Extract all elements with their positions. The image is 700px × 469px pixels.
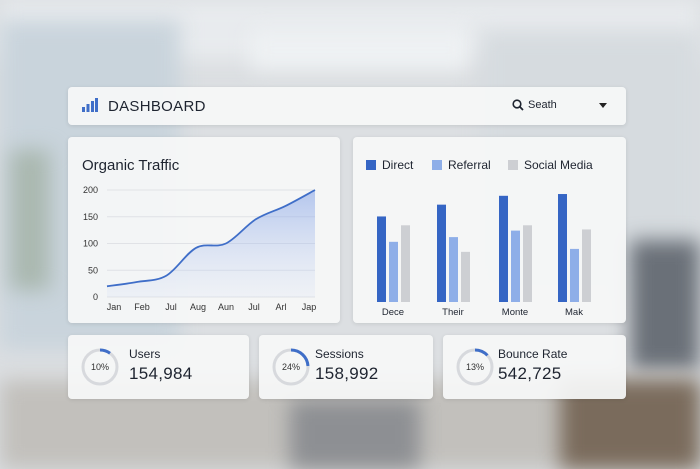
- legend-swatch: [508, 160, 518, 170]
- x-tick-label: Aug: [190, 302, 206, 312]
- progress-ring: [456, 348, 494, 386]
- bar-chart-icon: [82, 98, 98, 112]
- ring-progress: [81, 348, 119, 386]
- legend-label: Referral: [448, 158, 491, 172]
- traffic-line: [106, 189, 316, 288]
- stat-value: 542,725: [498, 364, 562, 383]
- bar: [389, 241, 398, 302]
- ring-progress: [456, 348, 494, 386]
- users-stat-card: 10% Users 154,984: [68, 335, 249, 399]
- x-tick-label: Jap: [302, 302, 317, 312]
- bar: [461, 251, 470, 302]
- sessions-stat-card: 24% Sessions 158,992: [259, 335, 433, 399]
- traffic-sources-card: Direct Referral Social Media Dece Their Monte…: [353, 137, 626, 323]
- x-category-label: Dece: [382, 307, 404, 318]
- header-bar: DASHBOARD Seath: [68, 87, 626, 125]
- page-title: DASHBOARD: [108, 98, 206, 115]
- y-tick-label: 200: [83, 185, 98, 195]
- search-icon[interactable]: [512, 99, 524, 111]
- chart-title: Organic Traffic: [82, 157, 180, 174]
- legend-swatch: [432, 160, 442, 170]
- stat-label: Sessions: [315, 347, 364, 361]
- y-tick-label: 100: [83, 239, 98, 249]
- bar: [401, 225, 410, 302]
- legend-label: Social Media: [524, 158, 593, 172]
- y-tick-label: 150: [83, 212, 98, 222]
- bar: [449, 237, 458, 302]
- stat-percent: 13%: [465, 362, 484, 372]
- legend-swatch: [366, 160, 376, 170]
- stat-value: 158,992: [315, 364, 379, 383]
- stat-label: Users: [129, 347, 161, 361]
- stat-label: Bounce Rate: [498, 347, 568, 361]
- progress-ring: [81, 348, 119, 386]
- bar: [558, 194, 567, 302]
- chevron-down-icon[interactable]: [599, 103, 607, 108]
- x-tick-label: Jul: [248, 302, 260, 312]
- traffic-area: [107, 190, 315, 297]
- stat-percent: 10%: [90, 362, 109, 372]
- x-category-label: Mak: [565, 307, 583, 318]
- x-tick-label: Jul: [165, 302, 177, 312]
- bar: [582, 229, 591, 302]
- organic-traffic-card: Organic Traffic 0 50 100 150 200 Jan Feb Jul Aug…: [68, 137, 340, 323]
- progress-ring: [272, 348, 310, 386]
- x-category-label: Their: [442, 307, 464, 318]
- x-tick-label: Aun: [218, 302, 234, 312]
- bar: [570, 248, 579, 302]
- bar: [511, 230, 520, 302]
- ring-progress: [272, 348, 310, 386]
- search-input[interactable]: Seath: [528, 99, 557, 111]
- bar: [499, 195, 508, 302]
- traffic-sources-chart: Direct Referral Social Media Dece Their Monte…: [366, 158, 593, 318]
- legend-label: Direct: [382, 158, 414, 172]
- bar: [437, 204, 446, 302]
- y-tick-label: 50: [88, 265, 98, 275]
- bar: [523, 225, 532, 302]
- x-tick-label: Arl: [276, 302, 287, 312]
- x-category-label: Monte: [502, 307, 528, 318]
- stat-percent: 24%: [281, 362, 300, 372]
- stat-value: 154,984: [129, 364, 193, 383]
- y-tick-label: 0: [93, 292, 98, 302]
- x-tick-label: Jan: [107, 302, 122, 312]
- bounce-rate-stat-card: 13% Bounce Rate 542,725: [443, 335, 626, 399]
- x-tick-label: Feb: [134, 302, 150, 312]
- bar: [377, 216, 386, 302]
- organic-traffic-chart: 0 50 100 150 200 Jan Feb Jul Aug Aun Jul Arl Jap: [83, 185, 317, 312]
